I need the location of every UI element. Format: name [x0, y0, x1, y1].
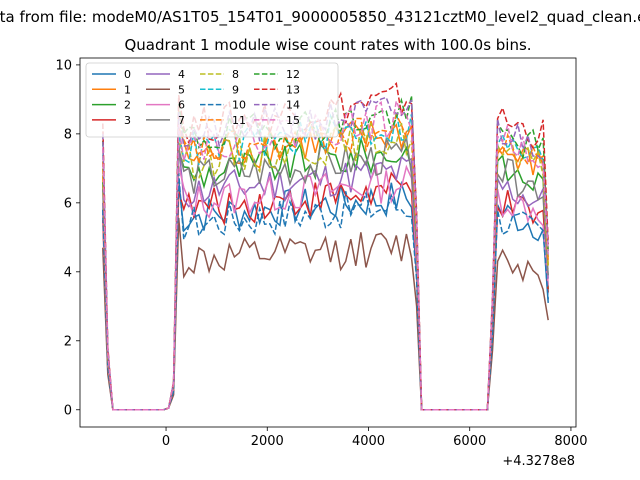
legend-label-8: 8: [232, 68, 239, 81]
plot-frame: [79, 57, 577, 428]
series-line-6: [102, 164, 549, 411]
y-tick-label: 8: [64, 127, 72, 142]
legend-label-15: 15: [286, 114, 300, 127]
plot-area: [79, 57, 577, 428]
y-tick-label: 10: [55, 58, 72, 73]
series-line-5: [102, 217, 549, 411]
legend-label-11: 11: [232, 114, 246, 127]
legend-box: [85, 62, 339, 138]
series-line-0: [102, 179, 549, 411]
y-tick-label: 4: [64, 265, 72, 280]
series-line-7: [102, 136, 549, 411]
y-tick-label: 0: [64, 403, 72, 418]
legend-label-10: 10: [232, 99, 246, 112]
legend-label-14: 14: [286, 99, 300, 112]
y-tick-label: 6: [64, 196, 72, 211]
legend-label-2: 2: [124, 99, 131, 112]
legend-label-9: 9: [232, 83, 239, 96]
x-tick-label: 2000: [251, 434, 284, 449]
legend-label-12: 12: [286, 68, 300, 81]
series-line-3: [102, 171, 549, 411]
chart-title: Quadrant 1 module wise count rates with …: [124, 36, 531, 54]
x-tick-label: 0: [162, 434, 170, 449]
legend-label-7: 7: [178, 114, 185, 127]
x-offset-label: +4.3278e8: [502, 454, 575, 469]
series-line-11: [102, 110, 549, 411]
x-tick-label: 4000: [352, 434, 385, 449]
legend-label-3: 3: [124, 114, 131, 127]
legend-label-5: 5: [178, 83, 185, 96]
series-line-12: [102, 95, 549, 411]
series-line-14: [102, 96, 549, 411]
suptitle: Data from file: modeM0/AS1T05_154T01_900…: [0, 8, 640, 27]
series-line-4: [102, 142, 549, 411]
series-line-2: [102, 138, 549, 411]
legend-label-0: 0: [124, 68, 131, 81]
x-tick-label: 6000: [453, 434, 486, 449]
legend-label-13: 13: [286, 83, 300, 96]
series-line-9: [102, 112, 549, 411]
series-line-10: [102, 173, 549, 411]
series-line-8: [102, 122, 549, 411]
legend-label-1: 1: [124, 83, 131, 96]
x-tick-label: 8000: [554, 434, 587, 449]
y-tick-label: 2: [64, 334, 72, 349]
legend-label-4: 4: [178, 68, 185, 81]
legend-label-6: 6: [178, 99, 185, 112]
